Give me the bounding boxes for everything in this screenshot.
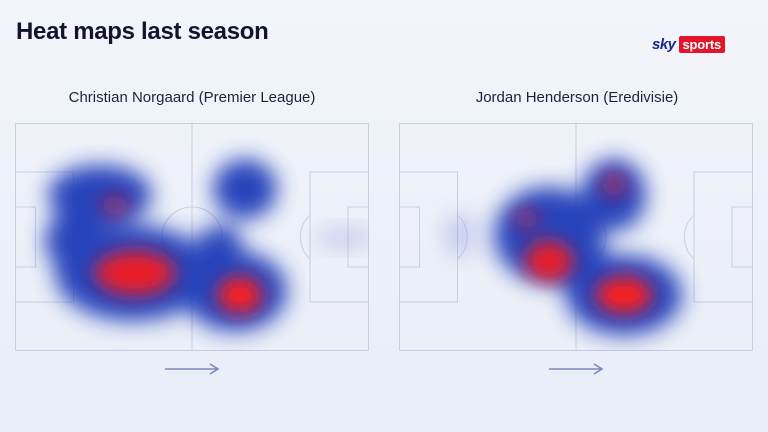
heatmap-pitch-norgaard [15,123,369,351]
heatmap-pitch-henderson [399,123,753,351]
logo-sky-text: sky [652,35,676,53]
heat-red-layer [95,195,262,313]
heat-faint-layer [315,228,369,248]
heat-blue-layer [494,159,682,335]
heatmap-label-henderson: Jordan Henderson (Eredivisie) [475,89,679,106]
heat-red-layer [515,173,652,313]
pitch-svg-henderson [399,123,753,351]
logo-sports-text: sports [678,35,726,53]
right-arrow-icon [549,363,604,375]
page-title: Heat maps last season [16,18,269,45]
right-arrow-icon [165,363,220,375]
sky-sports-logo: sky sports [652,35,726,53]
pitch-svg-norgaard [15,123,369,351]
heat-faint-layer [443,213,479,257]
heatmap-label-norgaard: Christian Norgaard (Premier League) [68,89,316,106]
